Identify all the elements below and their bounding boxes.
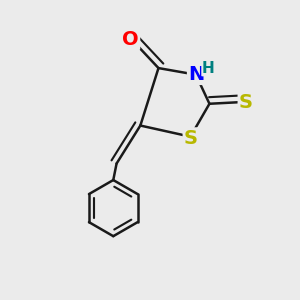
Text: N: N [188, 64, 205, 83]
Text: S: S [184, 129, 198, 148]
Text: S: S [239, 93, 253, 112]
Text: H: H [202, 61, 215, 76]
Text: O: O [122, 29, 139, 49]
